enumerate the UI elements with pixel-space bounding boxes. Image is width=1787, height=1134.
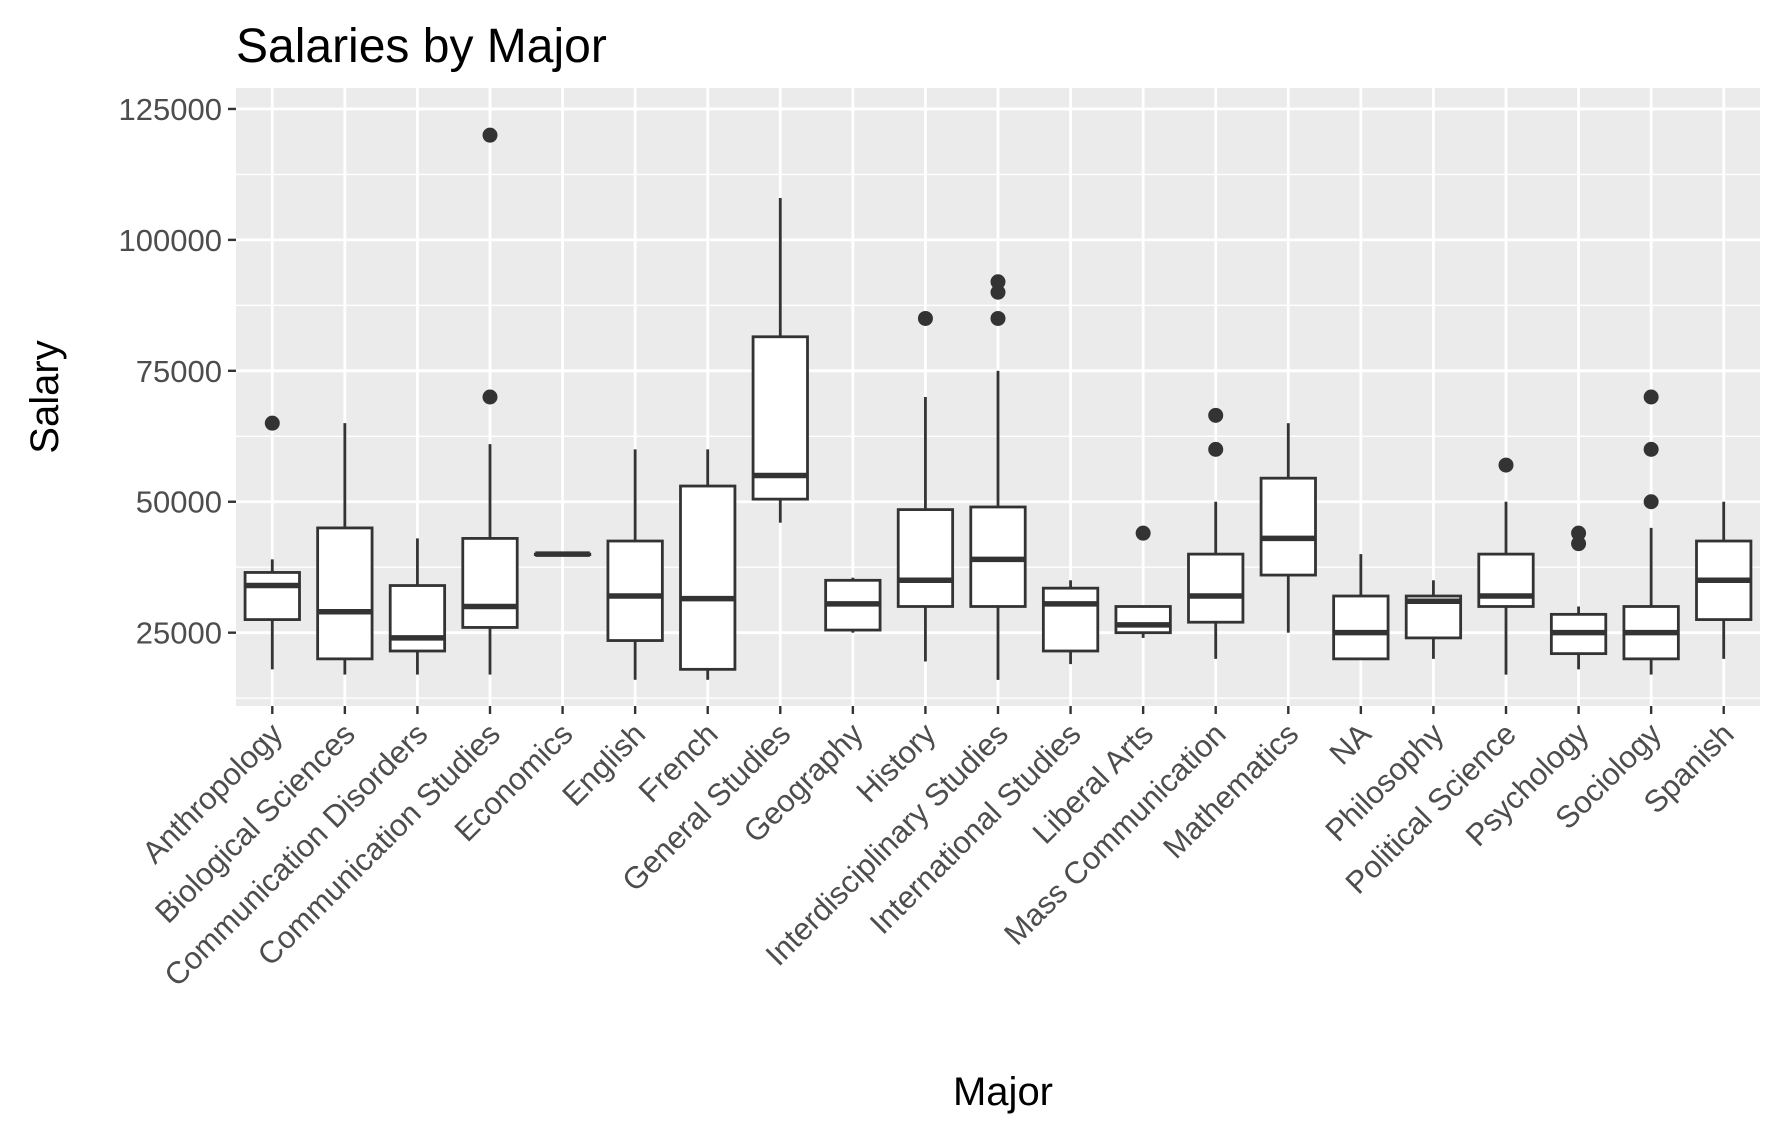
outlier-point [990,284,1006,300]
iqr-box [1332,594,1390,661]
outlier-point [1208,441,1224,457]
outlier-point [1571,525,1587,541]
iqr-box [1187,552,1245,624]
outlier-point [1208,407,1224,423]
box-biological-sciences [316,423,374,675]
iqr-box [1114,605,1172,635]
iqr-box [388,584,447,653]
y-tick-label: 50000 [136,485,222,520]
box-communication-disorders [388,538,447,675]
y-tick-label: 100000 [119,223,222,258]
outlier-point [917,310,933,326]
box-psychology [1549,525,1608,670]
y-tick-label: 125000 [119,92,222,127]
iqr-box [243,571,301,621]
box-history [896,310,955,662]
box-international-studies [1041,580,1100,665]
y-tick-label: 25000 [136,616,222,651]
iqr-box [461,537,519,629]
iqr-box [606,539,664,642]
box-sociology [1622,389,1680,675]
iqr-box [1041,586,1100,653]
outlier-point [1135,525,1151,541]
outlier-point [1571,536,1587,552]
box-political-science [1477,457,1535,675]
iqr-box [316,526,374,661]
chart-title: Salaries by Major [236,20,607,73]
box-philosophy [1404,580,1463,659]
box-series [243,127,1753,680]
x-tick-label: NA [1323,716,1378,771]
box-general-studies [751,197,809,523]
iqr-box [751,335,809,501]
box-economics [533,551,592,557]
y-tick-label: 75000 [136,354,222,389]
box-interdisciplinary-studies [969,274,1027,680]
box-liberal-arts [1114,525,1172,638]
outlier-point [1643,494,1659,510]
x-axis-title: Major [953,1070,1053,1114]
box-na [1332,554,1390,661]
y-axis: 25000 50000 75000 100000 125000 [119,92,236,651]
outlier-point [482,389,498,405]
box-mass-communication [1187,407,1245,659]
box-english [606,449,664,680]
outlier-point [264,415,280,431]
outlier-point [990,274,1006,290]
box-spanish [1695,501,1753,659]
iqr-box [1259,476,1317,577]
outlier-point [1643,389,1659,405]
outlier-point [1643,441,1659,457]
iqr-box [896,508,955,608]
outlier-point [482,127,498,143]
x-tick-label: English [555,716,652,813]
iqr-box [679,484,737,671]
box-anthropology [243,415,301,670]
outlier-point [1498,457,1514,473]
outlier-point [990,310,1006,326]
box-geography [824,577,882,633]
box-french [679,449,737,680]
box-communication-studies [461,127,519,675]
box-mathematics [1259,423,1317,633]
y-axis-title: Salary [23,340,67,453]
